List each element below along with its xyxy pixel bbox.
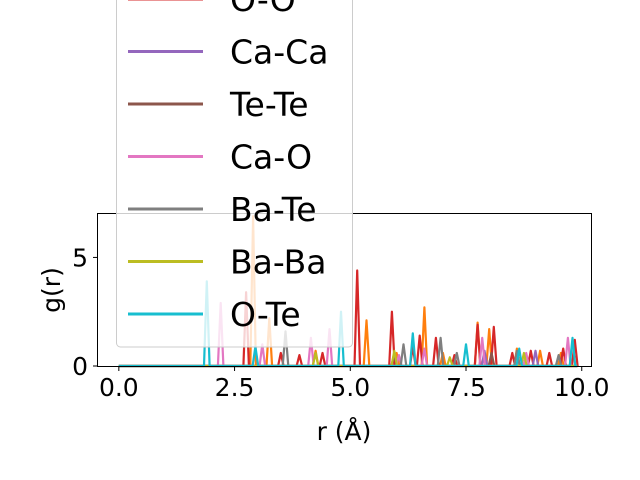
- legend-label: Ca-O: [230, 138, 312, 177]
- series-line-6: [118, 349, 578, 368]
- y-axis-label: g(r): [37, 267, 66, 313]
- x-tick-label: 10.0: [554, 373, 610, 402]
- legend: O-O Ca-Ca Te-Te Ca-O Ba-Te Ba-Ba O-Te: [116, 0, 353, 348]
- series-line-3: [118, 351, 578, 368]
- y-tick-label: 5: [72, 243, 88, 272]
- legend-label: O-Te: [230, 295, 301, 334]
- series-line-1: [118, 269, 579, 368]
- x-axis-label: r (Å): [317, 417, 372, 446]
- legend-label: Ba-Ba: [230, 243, 326, 282]
- x-tick-label: 2.5: [215, 373, 255, 402]
- series-line-2: [118, 349, 578, 368]
- legend-label: Te-Te: [229, 85, 309, 124]
- legend-label: O-O: [230, 0, 296, 19]
- y-axis: 05: [72, 243, 98, 381]
- x-tick-label: 7.5: [446, 373, 486, 402]
- series-line-4: [118, 301, 578, 368]
- y-tick-label: 0: [72, 352, 88, 381]
- legend-label: Ca-Ca: [230, 33, 328, 72]
- x-tick-label: 5.0: [330, 373, 370, 402]
- legend-label: Ba-Te: [230, 190, 317, 229]
- x-axis: 0.0 2.5 5.0 7.5 10.0: [99, 366, 610, 402]
- x-tick-label: 0.0: [99, 373, 139, 402]
